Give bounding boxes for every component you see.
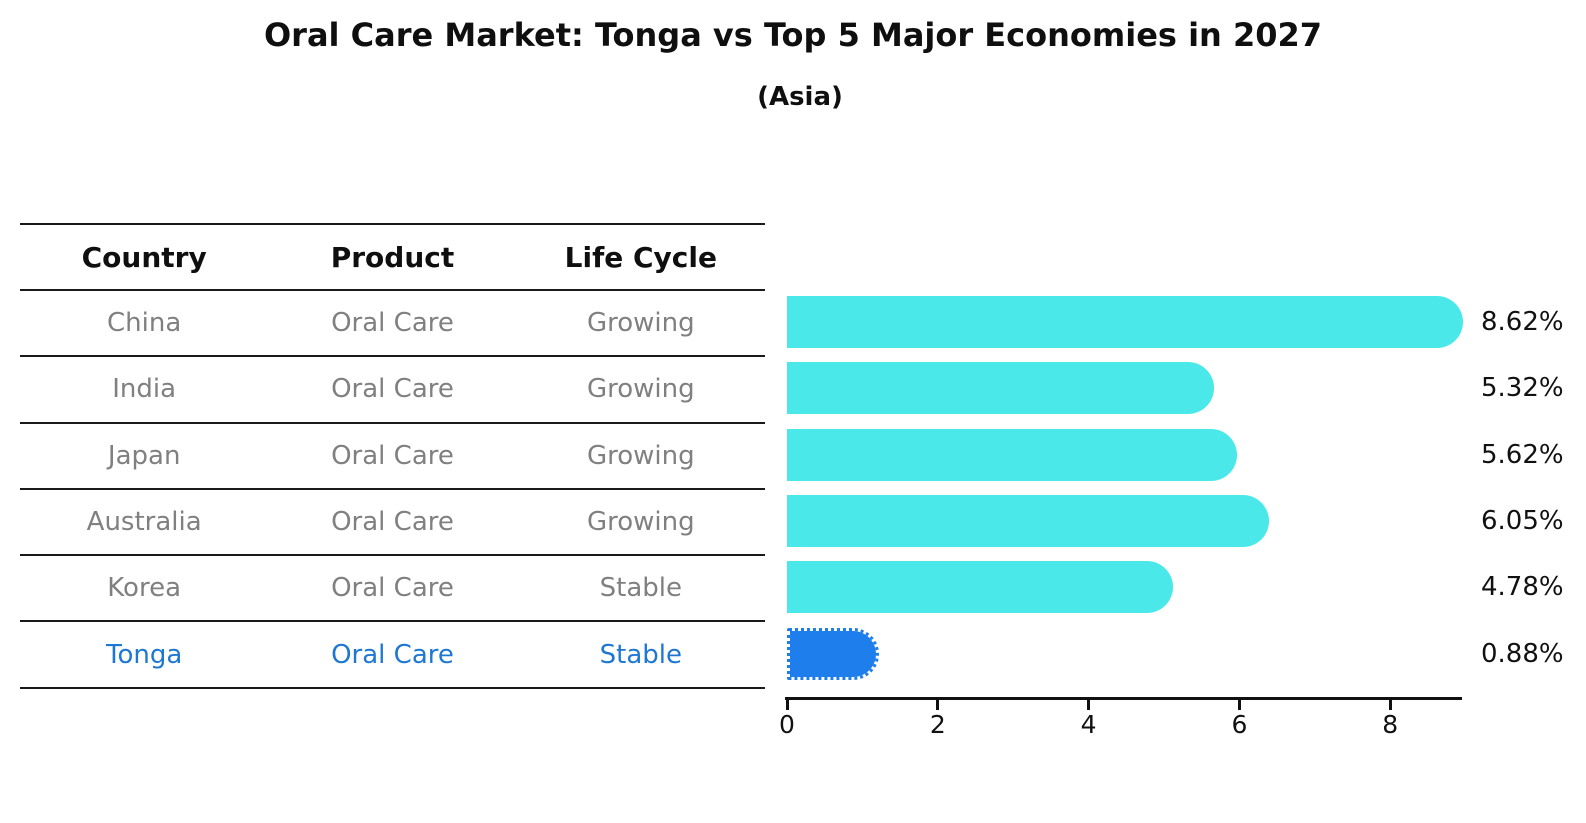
cell-life-cycle: Stable	[599, 573, 682, 604]
table-row: Korea Oral Care Stable	[20, 556, 765, 623]
table-row: India Oral Care Growing	[20, 357, 765, 424]
x-axis-tick-label: 8	[1382, 710, 1399, 739]
cell-life-cycle: Growing	[586, 507, 695, 538]
x-axis-tick-label: 0	[779, 710, 795, 739]
table-header-row: Country Product Life Cycle	[20, 225, 765, 291]
table-row: China Oral Care Growing	[20, 291, 765, 358]
chart-subtitle: (Asia)	[757, 82, 843, 112]
bar-value-label: 4.78%	[1481, 572, 1564, 603]
x-axis-tick	[1087, 700, 1091, 710]
bar-china	[787, 296, 1463, 349]
x-axis-tick-label: 2	[929, 710, 946, 739]
chart-title: Oral Care Market: Tonga vs Top 5 Major E…	[263, 16, 1323, 54]
bar-tonga	[787, 627, 880, 680]
country-info-table: Country Product Life Cycle China Oral Care G…	[20, 223, 765, 689]
x-axis-tick	[1388, 700, 1392, 710]
x-axis-line	[785, 697, 1462, 700]
cell-product: Oral Care	[331, 639, 454, 670]
cell-country: China	[107, 308, 182, 339]
bar-india	[787, 362, 1215, 415]
x-axis-tick-label: 4	[1080, 710, 1097, 739]
cell-product: Oral Care	[331, 507, 454, 538]
bar-value-label: 5.62%	[1481, 439, 1564, 470]
table-row: Japan Oral Care Growing	[20, 424, 765, 490]
x-axis-tick	[936, 700, 940, 710]
x-axis-tick-label: 6	[1231, 710, 1248, 739]
cell-life-cycle: Growing	[586, 308, 695, 339]
table-header-life-cycle: Life Cycle	[564, 240, 717, 274]
bar-japan	[787, 428, 1237, 481]
bar-value-label: 0.88%	[1481, 638, 1564, 669]
cell-life-cycle: Growing	[586, 440, 695, 471]
table-row: Australia Oral Care Growing	[20, 490, 765, 557]
cell-country: Korea	[107, 573, 182, 604]
bar-value-label: 5.32%	[1481, 373, 1564, 404]
x-axis-tick	[785, 700, 789, 710]
table-header-country: Country	[81, 240, 207, 274]
table-header-product: Product	[330, 240, 455, 274]
cell-product: Oral Care	[331, 308, 454, 339]
bar-value-label: 8.62%	[1481, 307, 1564, 338]
bar-korea	[787, 561, 1174, 614]
cell-product: Oral Care	[331, 440, 454, 471]
cell-country: India	[112, 374, 177, 405]
x-axis-tick	[1237, 700, 1241, 710]
cell-product: Oral Care	[331, 573, 454, 604]
cell-life-cycle: Stable	[599, 639, 682, 670]
cell-life-cycle: Growing	[586, 374, 695, 405]
table-row: Tonga Oral Care Stable	[20, 622, 765, 689]
cell-product: Oral Care	[331, 374, 454, 405]
cell-country: Tonga	[106, 639, 183, 670]
cell-country: Australia	[86, 507, 202, 538]
bar-fill	[790, 630, 877, 677]
bar-value-label: 6.05%	[1481, 506, 1564, 537]
bar-australia	[787, 495, 1270, 548]
cell-country: Japan	[107, 440, 181, 471]
